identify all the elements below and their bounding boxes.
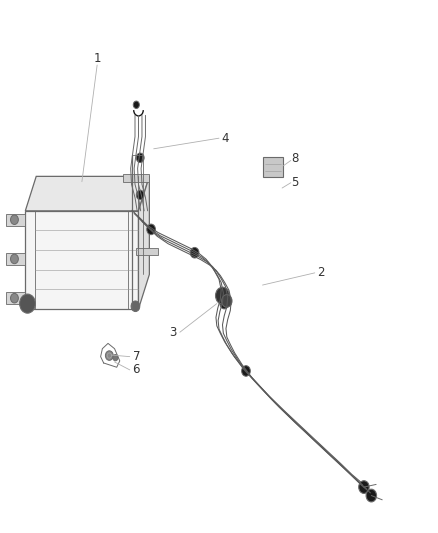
Circle shape	[147, 224, 155, 235]
Polygon shape	[25, 176, 149, 211]
Circle shape	[20, 294, 35, 313]
Circle shape	[220, 298, 229, 309]
Circle shape	[190, 247, 199, 258]
Polygon shape	[138, 176, 149, 309]
Circle shape	[215, 287, 230, 304]
Circle shape	[222, 295, 232, 308]
Text: 2: 2	[318, 266, 325, 279]
Circle shape	[131, 301, 140, 312]
Circle shape	[136, 190, 144, 200]
Bar	[6, 292, 25, 304]
Circle shape	[113, 354, 118, 361]
Text: 4: 4	[222, 132, 229, 144]
Text: 6: 6	[133, 364, 140, 376]
Circle shape	[106, 351, 113, 360]
Text: 1: 1	[93, 52, 101, 65]
Bar	[262, 157, 283, 177]
Text: 3: 3	[170, 326, 177, 339]
Circle shape	[11, 215, 18, 224]
Circle shape	[11, 293, 18, 303]
Text: 7: 7	[133, 350, 140, 363]
Circle shape	[133, 101, 139, 109]
Bar	[25, 211, 138, 309]
Bar	[136, 248, 158, 255]
Text: 5: 5	[291, 176, 299, 189]
Circle shape	[242, 366, 251, 376]
Bar	[6, 253, 25, 265]
Bar	[6, 214, 25, 225]
Circle shape	[366, 489, 377, 502]
Circle shape	[136, 153, 144, 163]
Bar	[123, 174, 149, 182]
Circle shape	[359, 481, 369, 494]
Text: 8: 8	[291, 152, 299, 165]
Circle shape	[11, 254, 18, 264]
